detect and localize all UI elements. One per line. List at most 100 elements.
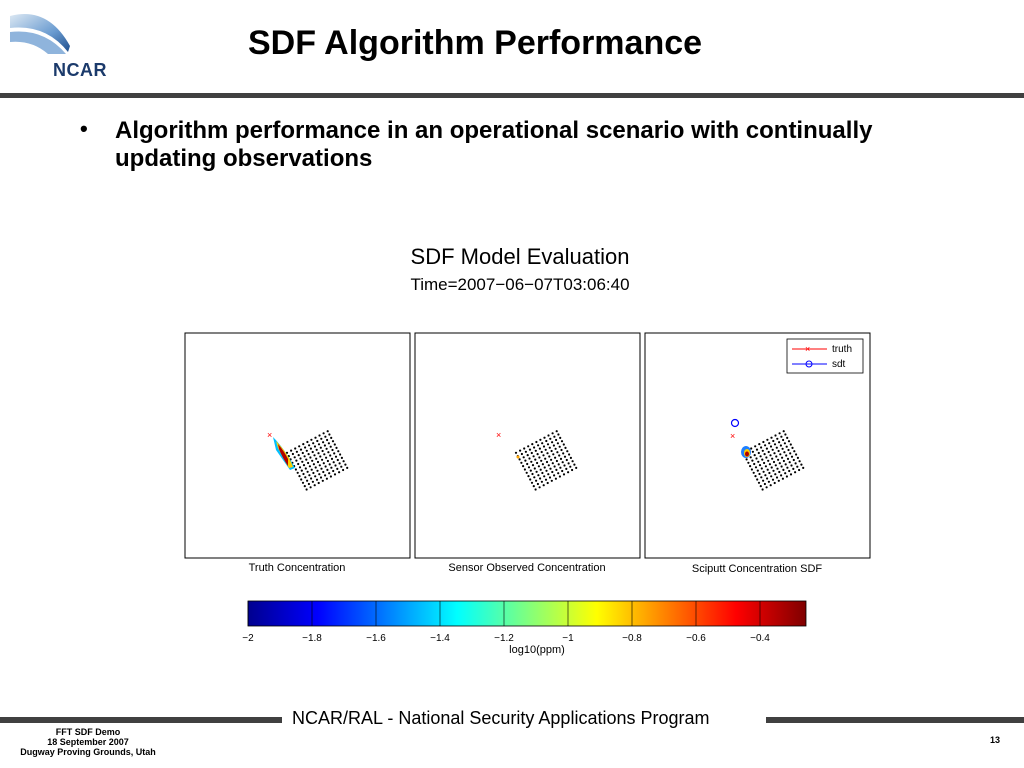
sensor-dot [549, 467, 552, 470]
sensor-dot [534, 458, 537, 461]
sensor-dot [761, 488, 764, 491]
sensor-dot [301, 451, 304, 455]
bullet-marker: • [80, 116, 88, 141]
sensor-dot [802, 466, 805, 469]
figure-time: Time=2007−06−07T03:06:40 [410, 275, 629, 294]
sensor-dot [765, 486, 768, 489]
sensor-dot [763, 461, 766, 465]
sensor-dot [342, 460, 345, 463]
sensor-dot [544, 448, 547, 451]
panel-sensor [414, 332, 641, 559]
sensor-dot [792, 467, 795, 470]
sensor-dot [548, 455, 551, 458]
sensor-dot [294, 447, 297, 450]
sensor-dot [767, 459, 770, 462]
sensor-dot [318, 434, 321, 437]
svg-text:×: × [805, 344, 810, 354]
sensor-dot [778, 462, 781, 465]
sensor-dot [333, 443, 336, 446]
sensor-dot [294, 468, 297, 471]
sensor-dot [526, 454, 529, 457]
sensor-dot [775, 455, 778, 458]
sensor-dot [548, 446, 551, 449]
sensor-dot [544, 478, 548, 481]
sensor-dot [754, 475, 757, 478]
sensor-dot [767, 480, 771, 483]
sensor-dot [794, 462, 797, 465]
sensor-dot [550, 449, 553, 453]
sensor-dot [764, 444, 767, 447]
sensor-dot [326, 430, 329, 433]
sensor-dot [760, 467, 763, 470]
sensor-dot [530, 460, 533, 463]
sensor-dot [553, 474, 556, 477]
footer-divider-right [766, 717, 1024, 723]
sensor-dot [525, 471, 528, 474]
sensor-dot [785, 475, 789, 478]
sensor-dot [533, 467, 536, 470]
sensor-dot [285, 451, 289, 454]
sensor-dot [333, 473, 337, 476]
colorbar-tick-label: −2 [242, 633, 254, 644]
sensor-dot [317, 443, 321, 446]
sensor-dot [551, 441, 554, 444]
sensor-dot [756, 478, 759, 481]
sensor-dot [768, 471, 771, 475]
sensor-dot [783, 451, 786, 454]
sensor-dot [794, 471, 797, 474]
sensor-dot [754, 445, 757, 448]
sensor-dot [305, 488, 308, 491]
page-number: 13 [989, 735, 1000, 745]
sensor-dot [331, 448, 334, 452]
source-marker-sdf-truth: × [730, 431, 735, 441]
sensor-dot [529, 469, 532, 472]
sensor-dot [309, 447, 312, 450]
sensor-dot [769, 484, 772, 487]
sensor-dot [756, 469, 759, 472]
sensor-dot [575, 466, 578, 469]
sensor-dot [531, 464, 535, 467]
sensor-dot [757, 481, 761, 484]
sensor-dot [777, 449, 780, 453]
panel-caption-truth: Truth Concentration [249, 562, 346, 574]
sensor-dot [530, 451, 533, 455]
sensor-dot [749, 456, 752, 459]
sensor-dot [539, 438, 542, 441]
sensor-dot [304, 476, 307, 479]
sensor-dot [768, 463, 772, 466]
sensor-dot [312, 442, 315, 445]
sensor-dot [290, 449, 293, 452]
sensor-dot [530, 481, 534, 484]
sensor-dot [780, 474, 783, 477]
sensor-dot [557, 433, 560, 436]
sensor-dot [550, 479, 553, 482]
sensor-dot [523, 447, 526, 450]
colorbar-tick-label: −1.8 [302, 633, 322, 644]
sensor-dot [795, 453, 798, 456]
sensor-dot [758, 443, 761, 446]
sensor-dot [514, 451, 518, 454]
sensor-dot [332, 469, 335, 473]
sensor-dot [340, 456, 343, 459]
sensor-dot [771, 448, 774, 451]
sensor-dot [299, 457, 302, 460]
sensor-dot [520, 461, 523, 464]
sensor-dot [311, 459, 314, 462]
sensor-dot [524, 459, 527, 462]
sensor-dot [779, 453, 782, 456]
sensor-dot [308, 474, 311, 477]
sensor-dot [314, 475, 317, 478]
sensor-dot [330, 457, 334, 460]
sensor-dot [798, 468, 801, 472]
sensor-dot [543, 466, 546, 469]
sensor-dot [768, 442, 771, 445]
sensor-dot [782, 459, 786, 463]
sensor-dot [573, 463, 576, 466]
sensor-dot [560, 448, 563, 452]
sensor-dot [785, 454, 788, 457]
sensor-dot [537, 465, 540, 468]
sensor-dot [325, 456, 328, 459]
sensor-dot [778, 470, 781, 474]
sensor-dot [751, 450, 755, 453]
sensor-dot [551, 432, 554, 435]
